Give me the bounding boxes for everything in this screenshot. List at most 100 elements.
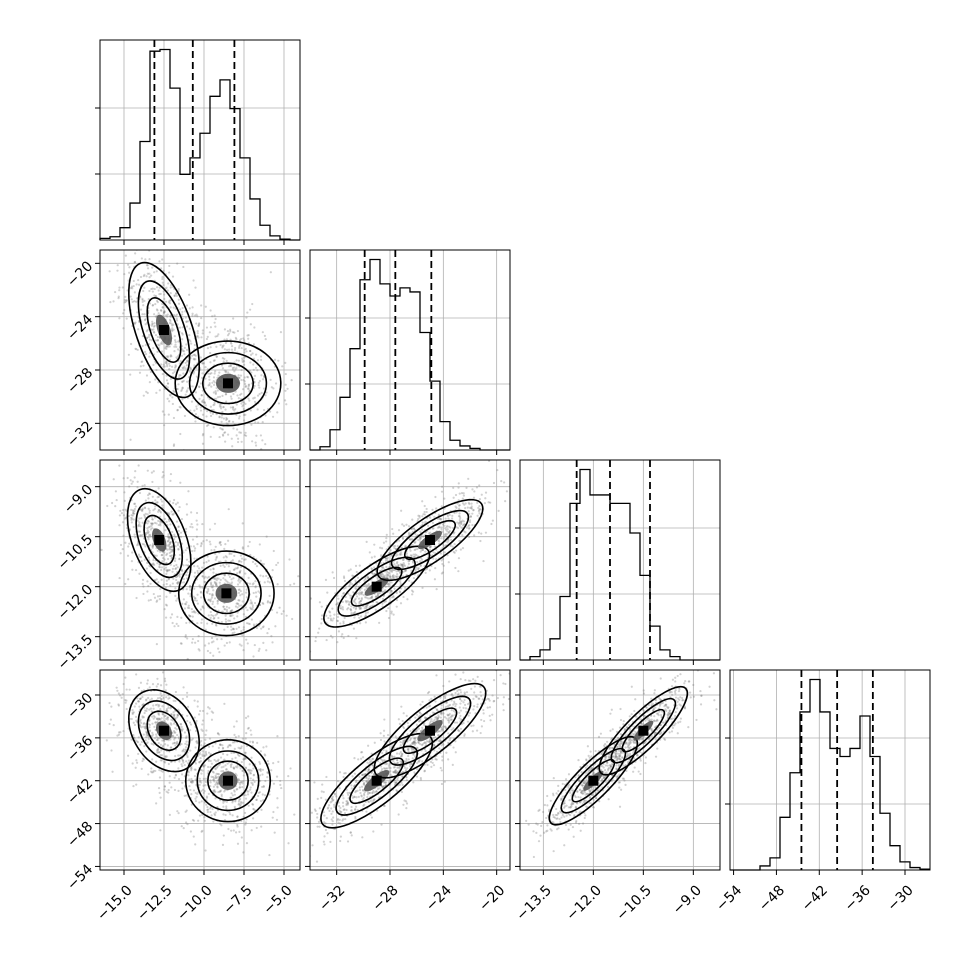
scatter-point (205, 424, 209, 427)
scatter-point (180, 642, 183, 645)
scatter-point (224, 764, 227, 767)
scatter-point (352, 591, 355, 594)
scatter-point (356, 576, 360, 579)
scatter-point (443, 527, 447, 530)
scatter-point (215, 582, 218, 585)
scatter-point (185, 577, 189, 580)
scatter-point (279, 331, 283, 334)
scatter-point (131, 709, 134, 712)
scatter-point (159, 692, 162, 695)
scatter-point (223, 357, 226, 360)
scatter-point (367, 576, 370, 579)
scatter-point (201, 401, 204, 404)
scatter-point (175, 599, 178, 602)
scatter-point (244, 606, 247, 609)
scatter-point (189, 729, 192, 732)
scatter-point (370, 596, 374, 599)
scatter-point (193, 353, 196, 356)
scatter-point (226, 581, 229, 584)
scatter-point (110, 749, 113, 752)
scatter-point (214, 317, 217, 321)
scatter-point (175, 317, 178, 320)
scatter-point (157, 713, 161, 716)
scatter-point (227, 573, 230, 576)
scatter-point (366, 575, 369, 578)
scatter-point (317, 631, 320, 634)
scatter-point (259, 768, 262, 771)
scatter-point (242, 774, 245, 777)
scatter-point (458, 539, 461, 543)
scatter-point (169, 286, 172, 289)
scatter-point (236, 606, 239, 609)
scatter-point (395, 570, 398, 573)
scatter-point (233, 793, 236, 796)
scatter-point (154, 579, 157, 582)
scatter-point (382, 567, 385, 570)
scatter-point (181, 333, 184, 336)
scatter-point (177, 340, 180, 343)
scatter-point (384, 589, 387, 592)
scatter-point (176, 714, 180, 717)
scatter-point (151, 290, 154, 293)
scatter-point (231, 794, 234, 797)
scatter-point (168, 500, 172, 503)
scatter-point (262, 799, 265, 802)
scatter-point (237, 800, 241, 803)
scatter-point (165, 379, 169, 382)
scatter-point (156, 682, 160, 686)
scatter-point (179, 531, 183, 534)
scatter-point (122, 508, 125, 512)
scatter-point (377, 796, 381, 799)
scatter-point (235, 337, 238, 341)
scatter-point (448, 703, 452, 707)
scatter-point (169, 541, 172, 544)
scatter-point (159, 522, 162, 525)
scatter-point (214, 768, 217, 771)
scatter-point (355, 779, 358, 782)
scatter-point (216, 732, 220, 735)
scatter-point (359, 606, 362, 609)
scatter-point (428, 548, 432, 551)
scatter-point (152, 542, 155, 545)
scatter-point (193, 768, 196, 771)
scatter-point (256, 794, 260, 798)
scatter-point (157, 581, 160, 584)
scatter-point (174, 364, 177, 367)
scatter-point (293, 582, 296, 585)
scatter-point (117, 731, 121, 734)
scatter-point (177, 525, 180, 528)
scatter-point (426, 763, 429, 766)
scatter-point (340, 607, 343, 610)
scatter-point (175, 563, 178, 567)
scatter-point (165, 286, 168, 289)
scatter-point (120, 696, 123, 699)
scatter-point (336, 641, 339, 644)
panel-frame (309, 249, 511, 451)
scatter-point (447, 530, 451, 534)
scatter-point (129, 342, 133, 346)
scatter-point (148, 258, 151, 261)
scatter-point (249, 777, 252, 780)
scatter-point (442, 557, 445, 561)
scatter-point (362, 773, 365, 776)
scatter-point (204, 628, 207, 631)
scatter-point (376, 594, 380, 598)
scatter-point (268, 581, 271, 584)
scatter-point (161, 410, 164, 413)
scatter-point (313, 781, 316, 784)
scatter-point (146, 519, 149, 522)
scatter-point (164, 743, 167, 746)
scatter-point (387, 582, 390, 586)
scatter-point (185, 794, 188, 797)
scatter-point (234, 756, 237, 759)
scatter-point (464, 502, 467, 505)
scatter-point (163, 365, 166, 368)
scatter-point (213, 314, 216, 317)
scatter-point (240, 630, 243, 633)
scatter-point (160, 754, 164, 757)
scatter-point (166, 709, 169, 713)
scatter-point (247, 385, 250, 388)
scatter-point (178, 575, 181, 578)
scatter-point (280, 786, 283, 790)
scatter-point (166, 718, 169, 721)
